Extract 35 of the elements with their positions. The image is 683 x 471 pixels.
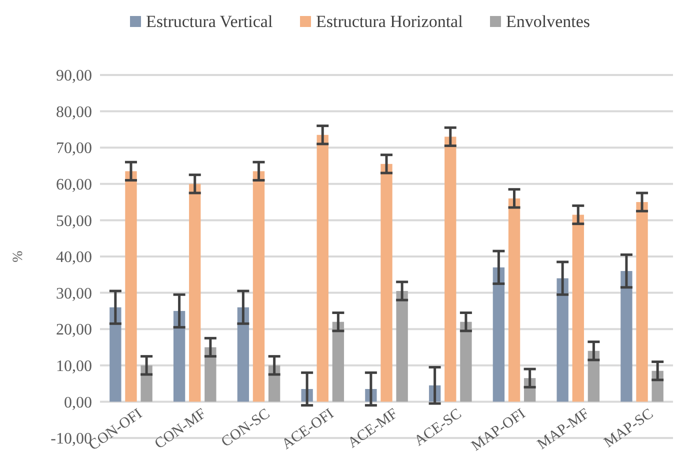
y-tick-label: 60,00: [56, 176, 92, 194]
bar: [110, 307, 122, 402]
bar: [508, 198, 520, 402]
legend-label: Estructura Vertical: [146, 12, 273, 31]
bar: [636, 202, 648, 402]
bar: [252, 171, 265, 402]
legend-label: Estructura Horizontal: [316, 12, 464, 31]
bar: [316, 134, 328, 402]
y-tick-label: 30,00: [56, 285, 92, 302]
bar: [189, 184, 201, 402]
y-tick-label: 70,00: [56, 140, 92, 158]
bar: [460, 322, 472, 402]
bar: [556, 278, 568, 402]
y-tick-label: 90,00: [56, 68, 92, 85]
legend-label: Envolventes: [506, 12, 590, 31]
bar: [173, 310, 186, 402]
bar: [572, 214, 584, 402]
bar: [588, 350, 600, 402]
bar: [237, 307, 250, 402]
bar: [332, 322, 344, 402]
bar: [620, 271, 632, 402]
y-tick-label: -10,00: [50, 430, 92, 448]
bar: [380, 164, 392, 402]
bar: [204, 347, 216, 402]
bar: [125, 171, 137, 402]
y-tick-label: 50,00: [56, 212, 92, 230]
y-tick-label: 40,00: [56, 249, 92, 266]
y-tick-label: 80,00: [56, 104, 92, 121]
bar: [444, 136, 456, 402]
bar: [396, 290, 408, 402]
y-tick-label: 0,00: [64, 394, 92, 412]
y-tick-label: 20,00: [56, 322, 92, 339]
bar: [492, 267, 505, 402]
y-axis-title: %: [11, 250, 26, 262]
y-tick-label: 10,00: [56, 358, 92, 375]
